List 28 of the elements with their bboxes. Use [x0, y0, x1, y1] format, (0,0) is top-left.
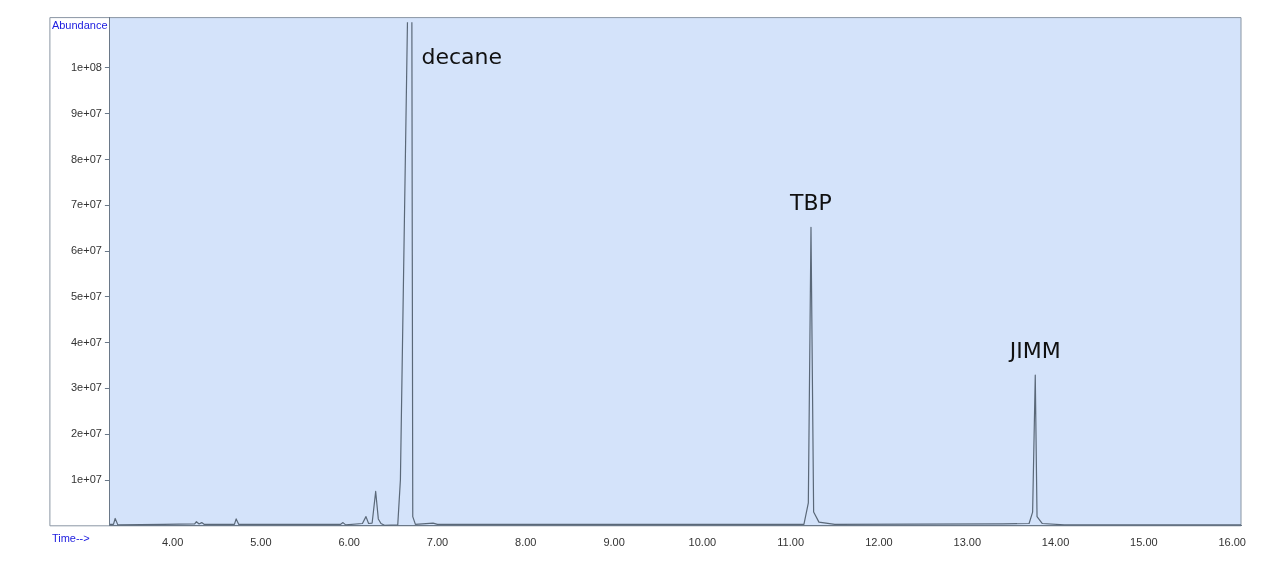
x-tick-label: 16.00	[1218, 536, 1246, 549]
annotation: JIMM	[1007, 337, 1061, 363]
x-tick-label: 14.00	[1041, 536, 1070, 549]
x-tick-label: 9.00	[603, 536, 625, 549]
y-axis-title: Abundance	[51, 19, 108, 32]
y-tick-label: 3e+07	[70, 381, 102, 394]
x-tick-label: 6.00	[338, 536, 360, 549]
y-tick-label: 9e+07	[70, 106, 102, 119]
x-tick-label: 12.00	[865, 536, 893, 549]
x-tick-label: 5.00	[250, 536, 272, 549]
annotation: decane	[421, 44, 503, 70]
x-tick-label: 10.00	[688, 536, 717, 549]
x-tick-label: 8.00	[515, 536, 537, 549]
y-tick-label: 4e+07	[70, 335, 102, 348]
y-tick-label: 5e+07	[70, 289, 102, 302]
x-tick-label: 11.00	[777, 536, 805, 549]
x-axis-title: Time-->	[51, 532, 90, 545]
x-tick-label: 7.00	[426, 536, 449, 549]
y-tick-label: 8e+07	[70, 152, 102, 165]
y-tick-label: 7e+07	[70, 198, 102, 211]
y-tick-label: 2e+07	[70, 427, 102, 440]
x-tick-label: 13.00	[953, 536, 982, 549]
x-tick-label: 4.00	[161, 536, 184, 549]
y-tick-label: 1e+08	[70, 60, 102, 73]
x-tick-label: 15.00	[1130, 536, 1158, 549]
y-tick-label: 1e+07	[70, 473, 102, 486]
annotation: TBP	[789, 190, 832, 216]
y-tick-label: 6e+07	[70, 244, 102, 257]
